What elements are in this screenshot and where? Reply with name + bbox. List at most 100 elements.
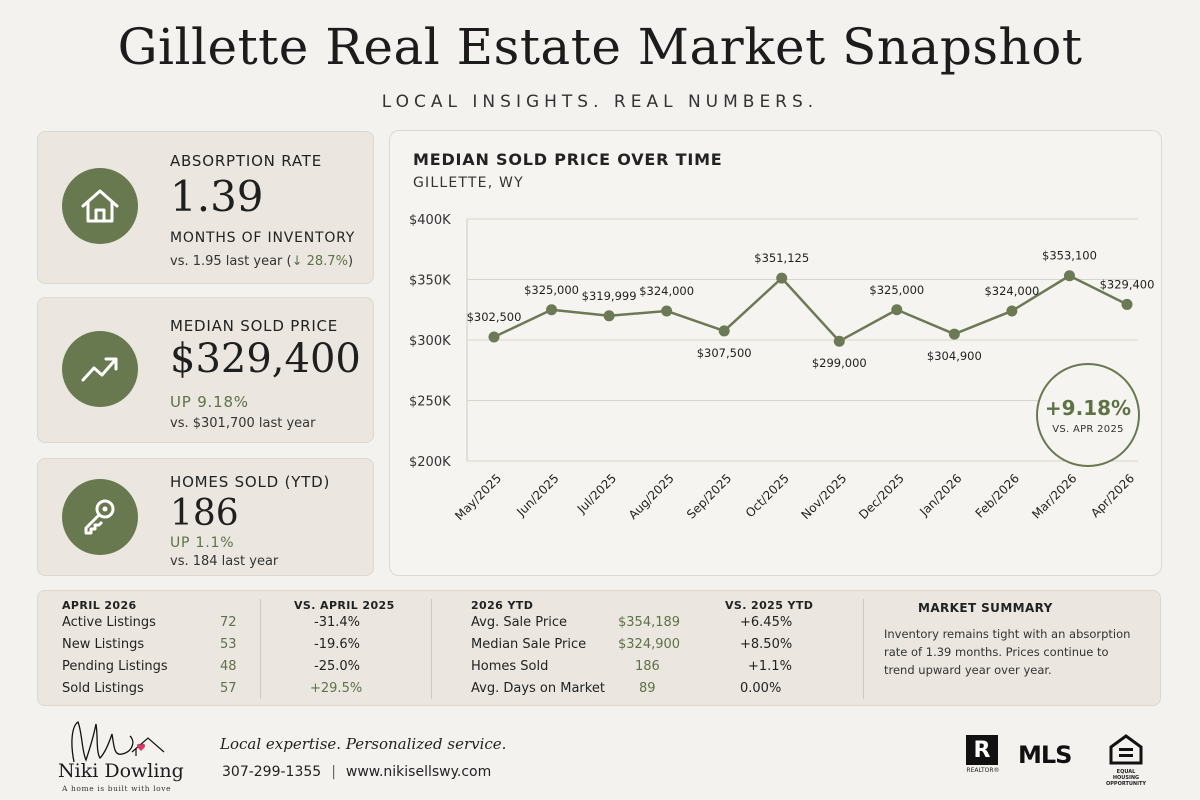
- data-label: $304,900: [927, 349, 982, 363]
- contact-info: 307-299-1355 | www.nikisellswy.com: [222, 764, 491, 780]
- row-value: 48: [220, 659, 237, 674]
- realtor-label: REALTOR®: [966, 767, 1000, 774]
- y-tick-label: $400K: [409, 213, 451, 228]
- market-stats-panel: APRIL 2026 VS. APRIL 2025 2026 YTD VS. 2…: [37, 590, 1161, 706]
- homes-sold-change: UP 1.1%: [170, 535, 235, 551]
- x-tick-label: Jul/2025: [574, 471, 619, 516]
- row-value: 57: [220, 681, 237, 696]
- april-row-pending: Pending Listings 48 -25.0% Homes Sold 18…: [38, 659, 1160, 681]
- page-subtitle: LOCAL INSIGHTS. REAL NUMBERS.: [381, 92, 819, 112]
- row-label: Avg. Sale Price: [471, 615, 568, 630]
- row-label: Avg. Days on Market: [471, 681, 605, 696]
- y-tick-label: $350K: [409, 274, 451, 289]
- website-link[interactable]: www.nikisellswy.com: [345, 764, 492, 780]
- data-point: [488, 331, 500, 343]
- contact-separator: |: [331, 764, 336, 780]
- row-change: -31.4%: [314, 615, 360, 630]
- data-point: [546, 304, 558, 316]
- median-sold-price-compare: vs. $301,700 last year: [170, 416, 316, 431]
- page-title: Gillette Real Estate Market Snapshot: [117, 18, 1083, 76]
- homes-sold-value: 186: [170, 493, 239, 534]
- april-header: APRIL 2026: [62, 599, 137, 612]
- data-label: $319,999: [582, 289, 637, 303]
- row-value: 72: [220, 615, 237, 630]
- median-sold-price-card: MEDIAN SOLD PRICE $329,400 UP 9.18% vs. …: [37, 297, 374, 443]
- mls-logo: MLS: [1018, 741, 1072, 769]
- absorption-rate-value: 1.39: [170, 172, 264, 221]
- y-tick-label: $300K: [409, 334, 451, 349]
- x-tick-label: Dec/2025: [856, 471, 907, 522]
- y-tick-label: $200K: [409, 455, 451, 470]
- row-label: New Listings: [62, 637, 145, 652]
- x-tick-label: Feb/2026: [973, 471, 1022, 520]
- row-value: $324,900: [618, 637, 681, 652]
- x-tick-label: Nov/2025: [798, 471, 849, 522]
- row-change: -19.6%: [314, 637, 360, 652]
- data-point: [1006, 305, 1018, 317]
- median-sold-price-change: UP 9.18%: [170, 393, 249, 411]
- data-point: [603, 310, 615, 322]
- median-price-line-chart: $200K $250K $300K $350K $400K $302,500 May/202…: [409, 213, 1154, 523]
- absorption-rate-unit: MONTHS OF INVENTORY: [170, 230, 356, 246]
- absorption-rate-compare: vs. 1.95 last year (↓ 28.7%): [170, 254, 353, 269]
- row-value: $354,189: [618, 615, 681, 630]
- data-point: [833, 335, 845, 347]
- row-change: +29.5%: [310, 681, 363, 696]
- homes-sold-compare: vs. 184 last year: [170, 554, 279, 569]
- data-label: $325,000: [869, 283, 924, 297]
- yoy-change-badge: +9.18% VS. APR 2025: [1036, 363, 1140, 467]
- realtor-mark: R: [966, 735, 998, 765]
- april-row-active: Active Listings 72 -31.4% Avg. Sale Pric…: [38, 615, 1160, 637]
- realtor-logo: R REALTOR®: [966, 735, 1000, 774]
- ytd-compare-header: VS. 2025 YTD: [725, 599, 814, 612]
- house-icon-circle: [62, 168, 138, 244]
- data-label: $324,000: [984, 284, 1039, 298]
- x-tick-label: Aug/2025: [626, 471, 677, 522]
- row-change: +6.45%: [740, 615, 793, 630]
- row-value: 89: [639, 681, 656, 696]
- median-price-series-line: [493, 274, 1128, 343]
- row-label: Sold Listings: [62, 681, 144, 696]
- data-point: [718, 325, 730, 337]
- x-tick-label: Oct/2025: [743, 471, 792, 520]
- data-point: [891, 304, 903, 316]
- key-icon: [84, 499, 115, 535]
- yoy-change-label: VS. APR 2025: [1052, 423, 1124, 435]
- data-label: $353,100: [1042, 249, 1097, 263]
- chart-title: MEDIAN SOLD PRICE OVER TIME: [413, 150, 723, 169]
- agent-name: Niki Dowling: [58, 760, 184, 782]
- equal-housing-icon: [1109, 734, 1143, 765]
- key-icon-circle: [62, 479, 138, 555]
- homes-sold-label: HOMES SOLD (YTD): [170, 473, 331, 491]
- absorption-compare-suffix: ): [347, 254, 354, 269]
- row-change: 0.00%: [740, 681, 782, 696]
- data-point: [661, 305, 673, 317]
- divider: [260, 599, 261, 699]
- data-label: $307,500: [697, 346, 752, 360]
- absorption-rate-label: ABSORPTION RATE: [170, 152, 323, 170]
- data-point: [1063, 270, 1075, 282]
- row-label: Pending Listings: [62, 659, 168, 674]
- house-icon: [81, 189, 119, 223]
- row-change: +1.1%: [748, 659, 792, 674]
- agent-tagline: A home is built with love: [62, 784, 172, 793]
- trend-icon-circle: [62, 331, 138, 407]
- divider: [863, 599, 864, 699]
- y-tick-label: $250K: [409, 395, 451, 410]
- row-value: 186: [635, 659, 660, 674]
- april-compare-header: VS. APRIL 2025: [294, 599, 395, 612]
- x-tick-label: Mar/2026: [1029, 471, 1079, 521]
- data-label: $299,000: [812, 356, 867, 370]
- data-label: $351,125: [754, 251, 809, 265]
- phone-number[interactable]: 307-299-1355: [222, 764, 322, 780]
- median-sold-price-value: $329,400: [170, 336, 361, 382]
- ytd-header: 2026 YTD: [471, 599, 534, 612]
- april-row-sold: Sold Listings 57 +29.5% Avg. Days on Mar…: [38, 681, 1160, 703]
- absorption-compare-change: ↓ 28.7%: [291, 254, 348, 269]
- row-change: +8.50%: [740, 637, 793, 652]
- market-summary-header: MARKET SUMMARY: [918, 601, 1053, 615]
- x-tick-label: Jan/2026: [916, 471, 964, 519]
- median-price-chart-card: MEDIAN SOLD PRICE OVER TIME GILLETTE, WY…: [389, 130, 1162, 576]
- homes-sold-card: HOMES SOLD (YTD) 186 UP 1.1% vs. 184 las…: [37, 458, 374, 576]
- equal-housing-label: EQUAL HOUSING OPPORTUNITY: [1105, 769, 1146, 787]
